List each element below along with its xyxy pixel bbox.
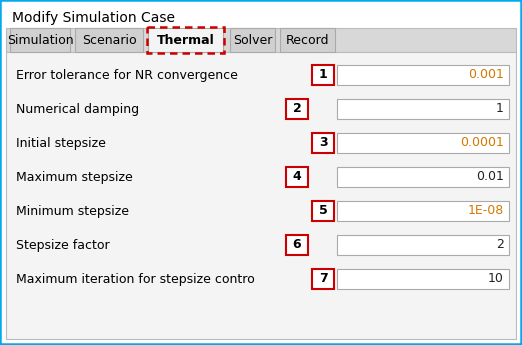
- Text: Error tolerance for NR convergence: Error tolerance for NR convergence: [16, 69, 238, 81]
- Text: Modify Simulation Case: Modify Simulation Case: [12, 11, 175, 25]
- Text: 4: 4: [293, 170, 301, 184]
- Text: 10: 10: [488, 273, 504, 286]
- Text: Initial stepsize: Initial stepsize: [16, 137, 106, 149]
- Bar: [337, 269, 509, 289]
- Bar: [286, 235, 308, 255]
- Text: Scenario: Scenario: [81, 33, 136, 47]
- Bar: [280, 28, 335, 52]
- Text: 0.001: 0.001: [468, 69, 504, 81]
- Bar: [6, 28, 516, 52]
- Text: 6: 6: [293, 238, 301, 252]
- Bar: [230, 28, 275, 52]
- Text: Thermal: Thermal: [157, 33, 215, 47]
- Text: Maximum stepsize: Maximum stepsize: [16, 170, 133, 184]
- Text: 0.0001: 0.0001: [460, 137, 504, 149]
- Text: 7: 7: [318, 273, 327, 286]
- Bar: [6, 52, 516, 339]
- Bar: [312, 133, 334, 153]
- Bar: [337, 167, 509, 187]
- Text: 2: 2: [293, 102, 301, 116]
- Text: 0.01: 0.01: [476, 170, 504, 184]
- Bar: [312, 201, 334, 221]
- Text: Simulation: Simulation: [7, 33, 73, 47]
- Bar: [337, 99, 509, 119]
- Bar: [10, 28, 70, 52]
- Bar: [286, 167, 308, 187]
- Text: Stepsize factor: Stepsize factor: [16, 238, 110, 252]
- Bar: [286, 99, 308, 119]
- Text: 5: 5: [318, 205, 327, 217]
- Text: 3: 3: [319, 137, 327, 149]
- Bar: [312, 65, 334, 85]
- Text: 1E-08: 1E-08: [468, 205, 504, 217]
- Text: Maximum iteration for stepsize contro: Maximum iteration for stepsize contro: [16, 273, 255, 286]
- Text: Minimum stepsize: Minimum stepsize: [16, 205, 129, 217]
- Text: 1: 1: [318, 69, 327, 81]
- Text: 2: 2: [496, 238, 504, 252]
- Bar: [337, 201, 509, 221]
- Text: Record: Record: [286, 33, 329, 47]
- Bar: [75, 28, 143, 52]
- Bar: [147, 27, 224, 53]
- Text: Numerical damping: Numerical damping: [16, 102, 139, 116]
- Bar: [337, 133, 509, 153]
- Bar: [337, 235, 509, 255]
- Text: 1: 1: [496, 102, 504, 116]
- Bar: [148, 28, 223, 52]
- Bar: [312, 269, 334, 289]
- Bar: [337, 65, 509, 85]
- Text: Solver: Solver: [233, 33, 272, 47]
